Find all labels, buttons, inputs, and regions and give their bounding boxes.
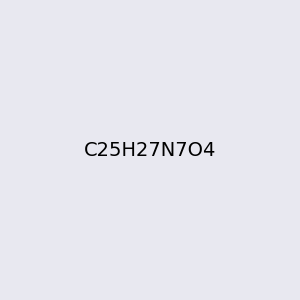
Text: C25H27N7O4: C25H27N7O4 [84, 140, 216, 160]
